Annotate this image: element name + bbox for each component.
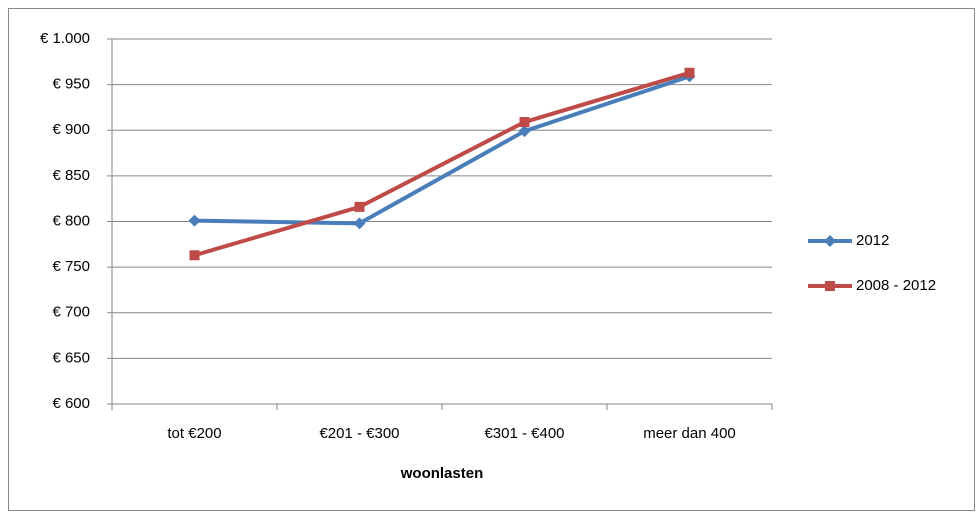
marker: [519, 117, 530, 128]
x-tick-label: €301 - €400: [484, 425, 564, 442]
y-tick-label: € 850: [52, 167, 90, 184]
x-tick-label: tot €200: [167, 425, 221, 442]
legend-label: 2012: [856, 232, 889, 249]
marker: [684, 67, 695, 78]
y-tick-label: € 950: [52, 76, 90, 93]
marker: [189, 250, 200, 261]
legend-label: 2008 - 2012: [856, 277, 936, 294]
marker: [354, 201, 365, 212]
chart-border: [8, 8, 975, 511]
y-tick-label: € 700: [52, 304, 90, 321]
x-axis-title: woonlasten: [400, 465, 484, 482]
marker: [518, 125, 531, 138]
x-tick-label: €201 - €300: [319, 425, 399, 442]
marker: [825, 281, 835, 291]
data-line: [194, 74, 691, 226]
marker: [824, 235, 836, 247]
data-line: [193, 70, 691, 258]
y-tick-label: € 1.000: [40, 30, 90, 47]
y-tick-label: € 650: [52, 349, 90, 366]
x-tick-label: meer dan 400: [643, 425, 736, 442]
y-tick-label: € 600: [52, 395, 90, 412]
y-tick-label: € 750: [52, 258, 90, 275]
marker: [188, 214, 201, 227]
y-tick-label: € 900: [52, 121, 90, 138]
marker: [353, 217, 366, 230]
y-tick-label: € 800: [52, 212, 90, 229]
